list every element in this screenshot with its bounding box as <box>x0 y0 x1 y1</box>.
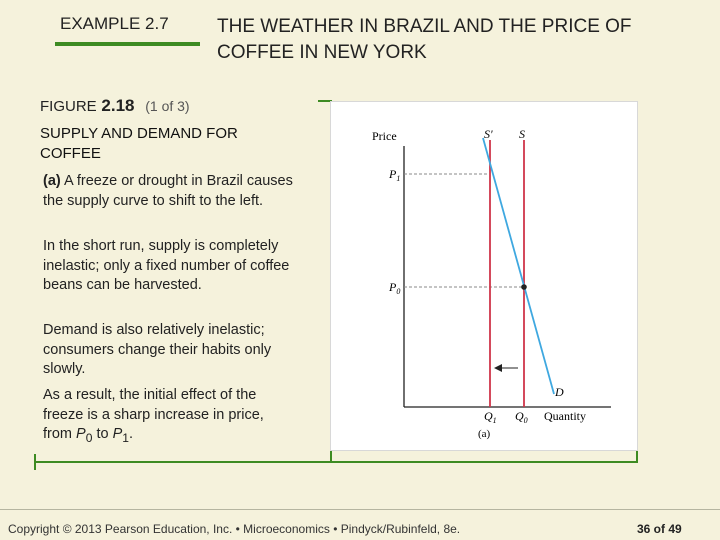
q1-label: Q1 <box>484 409 497 425</box>
p0-subscript: 0 <box>396 287 400 296</box>
p0-label: P0 <box>388 280 400 296</box>
paragraph-b: In the short run, supply is completely i… <box>43 238 290 293</box>
footer-divider <box>0 509 720 510</box>
y-axis-label: Price <box>372 129 397 143</box>
page-number: 36 of 49 <box>637 522 682 536</box>
frame-right-tick <box>636 443 638 463</box>
paragraph-c: Demand is also relatively inelastic; con… <box>43 322 272 377</box>
panel-caption: (a) <box>478 428 491 440</box>
slide-title: THE WEATHER IN BRAZIL AND THE PRICE OF C… <box>217 16 632 63</box>
footer-copyright: Copyright © 2013 Pearson Education, Inc.… <box>8 522 461 536</box>
q1-letter: Q <box>484 409 493 423</box>
example-underline <box>55 42 200 46</box>
s-prime-label: S' <box>484 127 493 141</box>
frame-bottom-left-tick <box>34 454 36 470</box>
p0-letter: P <box>388 280 397 294</box>
supply-demand-chart: Price Quantity P1 P0 S' S D Q1 Q0 (a) <box>372 127 611 440</box>
paragraph-d-end: . <box>128 426 133 442</box>
paragraph-d-p1: P <box>112 426 123 442</box>
q0-subscript: 0 <box>524 416 528 425</box>
figure-part: (1 of 3) <box>145 98 190 114</box>
demand-curve-d <box>482 137 555 395</box>
equilibrium-point-p0-q0 <box>521 284 527 290</box>
figure-panel: Price Quantity P1 P0 S' S D Q1 Q0 (a) <box>330 101 638 451</box>
example-label: EXAMPLE 2.7 <box>60 14 169 33</box>
paragraph-a-tag: (a) <box>43 173 61 189</box>
paragraph-d-prefix: As a result, the initial effect of the f… <box>43 387 264 442</box>
frame-top-tick <box>318 100 332 102</box>
paragraph-d: As a result, the initial effect of the f… <box>43 386 293 448</box>
paragraph-d-p0-sub: 0 <box>85 430 93 445</box>
q0-letter: Q <box>515 409 524 423</box>
s-label: S <box>519 127 525 141</box>
q0-label: Q0 <box>515 409 528 425</box>
paragraph-d-p1-sub: 1 <box>122 430 129 445</box>
figure-word: FIGURE <box>40 98 97 115</box>
x-axis-label: Quantity <box>544 409 586 423</box>
p1-letter: P <box>388 167 397 181</box>
figure-subtitle: SUPPLY AND DEMAND FOR COFFEE <box>40 125 238 162</box>
p1-label: P1 <box>388 167 400 183</box>
paragraph-d-mid: to <box>92 426 113 442</box>
paragraph-d-p0: P <box>76 426 86 442</box>
d-label: D <box>554 385 564 399</box>
paragraph-a: (a) A freeze or drought in Brazil causes… <box>43 172 293 211</box>
paragraph-a-text: A freeze or drought in Brazil causes the… <box>43 173 293 209</box>
q1-subscript: 1 <box>493 416 497 425</box>
frame-bottom-line <box>34 461 638 463</box>
figure-number: 2.18 <box>101 96 135 115</box>
p1-subscript: 1 <box>396 174 400 183</box>
figure-label: FIGURE 2.18 (1 of 3) <box>40 96 190 116</box>
